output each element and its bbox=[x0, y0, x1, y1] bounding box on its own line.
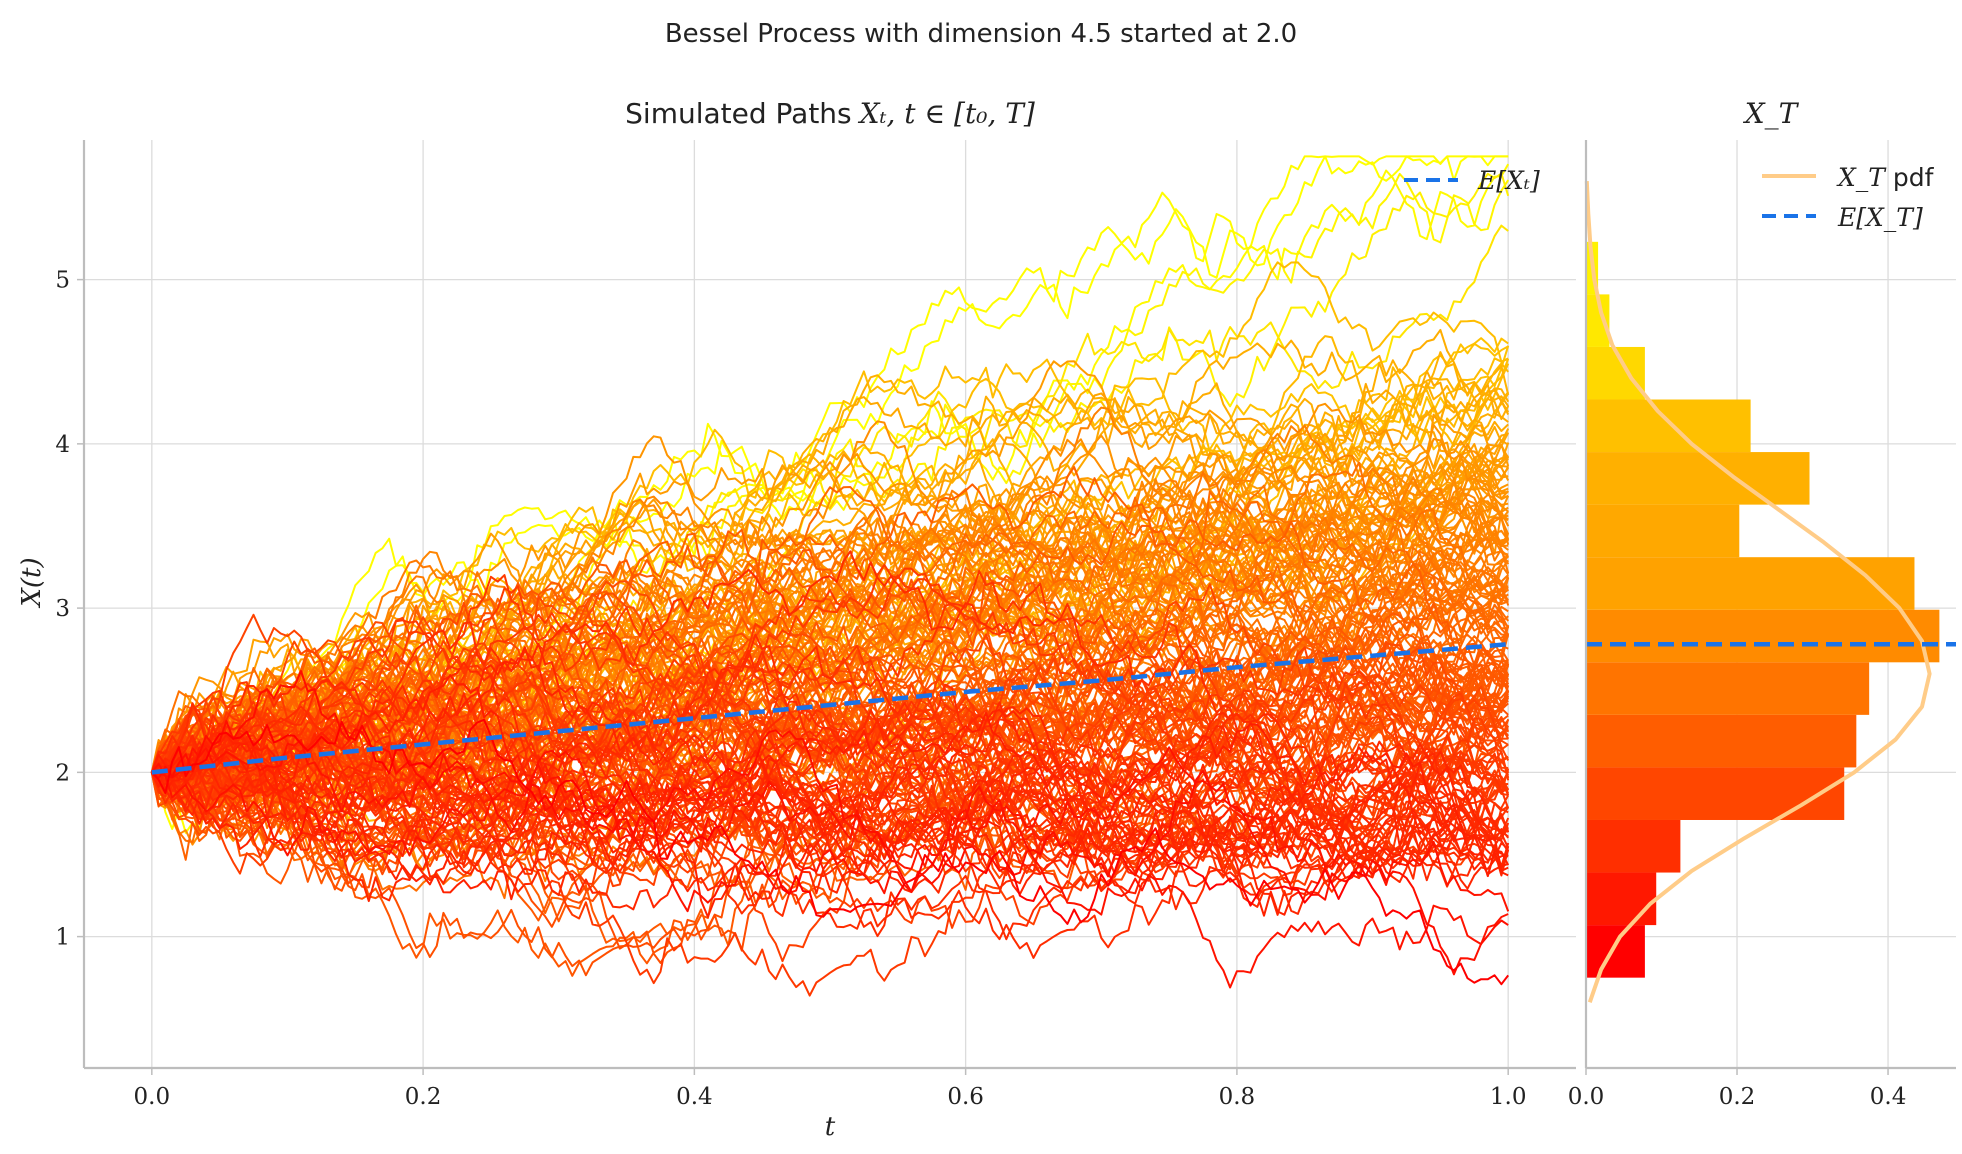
simulated-path bbox=[150, 513, 1509, 872]
terminal-histogram-bar bbox=[1586, 346, 1645, 400]
terminal-x-tick-label: 0.2 bbox=[1719, 1084, 1756, 1110]
paths-x-tick-label: 0.6 bbox=[947, 1084, 984, 1110]
simulated-path bbox=[151, 466, 1509, 801]
simulated-path bbox=[150, 406, 1509, 808]
figure-suptitle: Bessel Process with dimension 4.5 starte… bbox=[665, 19, 1297, 49]
simulated-path bbox=[150, 482, 1509, 774]
simulated-path bbox=[151, 732, 1510, 916]
terminal-histogram-bar bbox=[1586, 294, 1610, 347]
terminal-pdf-group bbox=[1584, 181, 1932, 1003]
paths-y-tick-label: 3 bbox=[55, 596, 70, 622]
terminal-title: X_T bbox=[1743, 97, 1800, 130]
terminal-x-tick-label: 0.0 bbox=[1568, 1084, 1605, 1110]
paths-axes bbox=[77, 140, 1576, 1075]
terminal-histogram-bar bbox=[1586, 767, 1845, 820]
terminal-legend: X_T pdf E[X_T] bbox=[1762, 163, 1935, 232]
paths-series-group bbox=[150, 155, 1510, 997]
paths-legend: E[Xₜ] bbox=[1404, 166, 1540, 195]
terminal-histogram-bar bbox=[1586, 452, 1810, 505]
simulated-path bbox=[150, 646, 1509, 888]
simulated-path bbox=[150, 516, 1510, 798]
terminal-histogram-bars bbox=[1586, 241, 1940, 978]
paths-expectation-line bbox=[151, 641, 1509, 775]
simulated-path bbox=[151, 718, 1509, 986]
terminal-histogram-bar bbox=[1586, 925, 1645, 978]
terminal-histogram-bar bbox=[1586, 399, 1751, 453]
simulated-path bbox=[150, 155, 1509, 834]
terminal-legend-expectation-label: E[X_T] bbox=[1837, 203, 1923, 232]
paths-y-tick-label: 5 bbox=[55, 268, 70, 294]
terminal-axes bbox=[1584, 140, 1956, 1075]
simulated-path bbox=[151, 464, 1509, 831]
paths-x-tick-label: 0.2 bbox=[405, 1084, 442, 1110]
simulated-path bbox=[150, 708, 1510, 857]
paths-x-tick-label: 1.0 bbox=[1490, 1084, 1527, 1110]
terminal-histogram-bar bbox=[1586, 872, 1657, 926]
terminal-distribution-panel: X_T 0.0 0.2 0.4 X_T pdf E[X_T] bbox=[1568, 97, 1956, 1110]
terminal-histogram-bar bbox=[1586, 819, 1681, 873]
paths-y-tick-label: 2 bbox=[55, 760, 70, 786]
paths-legend-expectation-label: E[Xₜ] bbox=[1477, 166, 1540, 195]
simulated-path bbox=[151, 155, 1509, 804]
simulated-path bbox=[150, 574, 1509, 786]
paths-y-axis-label: X(t) bbox=[17, 557, 47, 608]
simulated-path bbox=[150, 620, 1509, 785]
paths-tick-labels: 0.0 0.2 0.4 0.6 0.8 1.0 1 2 3 4 5 bbox=[55, 268, 1526, 1110]
simulated-path bbox=[150, 563, 1510, 791]
paths-expectation-group bbox=[151, 641, 1509, 775]
paths-title: Simulated Paths Xₜ, t ∈ [t₀, T] bbox=[625, 97, 1035, 130]
simulated-path bbox=[151, 746, 1509, 918]
simulated-path bbox=[151, 733, 1510, 917]
simulated-path bbox=[151, 749, 1509, 989]
simulated-path bbox=[151, 739, 1510, 912]
simulated-path bbox=[151, 594, 1509, 778]
simulated-path bbox=[151, 580, 1509, 774]
terminal-tick-labels: 0.0 0.2 0.4 bbox=[1568, 1084, 1907, 1110]
terminal-histogram-bar bbox=[1586, 504, 1740, 558]
simulated-path bbox=[151, 700, 1509, 846]
simulated-path bbox=[150, 687, 1509, 840]
simulated-path bbox=[151, 674, 1509, 877]
paths-x-axis-label: t bbox=[825, 1112, 836, 1142]
simulated-path bbox=[151, 679, 1509, 941]
simulated-path bbox=[151, 744, 1509, 997]
simulated-path bbox=[151, 490, 1510, 776]
terminal-histogram-bar bbox=[1586, 609, 1940, 663]
simulated-path bbox=[150, 569, 1510, 796]
simulated-path bbox=[151, 661, 1510, 868]
terminal-histogram-bar bbox=[1586, 557, 1915, 610]
simulated-path bbox=[150, 684, 1510, 959]
paths-y-tick-label: 1 bbox=[55, 925, 70, 951]
paths-panel: Simulated Paths Xₜ, t ∈ [t₀, T] 0.0 0.2 0.4… bbox=[17, 97, 1576, 1142]
terminal-histogram-bar bbox=[1586, 662, 1870, 715]
paths-y-tick-label: 4 bbox=[55, 432, 70, 458]
terminal-legend-pdf-label: X_T pdf bbox=[1836, 163, 1935, 192]
simulated-path bbox=[150, 630, 1509, 885]
paths-x-tick-label: 0.8 bbox=[1219, 1084, 1256, 1110]
terminal-pdf-curve bbox=[1584, 181, 1932, 1003]
paths-x-tick-label: 0.0 bbox=[134, 1084, 171, 1110]
paths-x-tick-label: 0.4 bbox=[676, 1084, 713, 1110]
simulated-path bbox=[151, 629, 1509, 792]
terminal-x-tick-label: 0.4 bbox=[1870, 1084, 1907, 1110]
terminal-histogram-bar bbox=[1586, 714, 1857, 768]
